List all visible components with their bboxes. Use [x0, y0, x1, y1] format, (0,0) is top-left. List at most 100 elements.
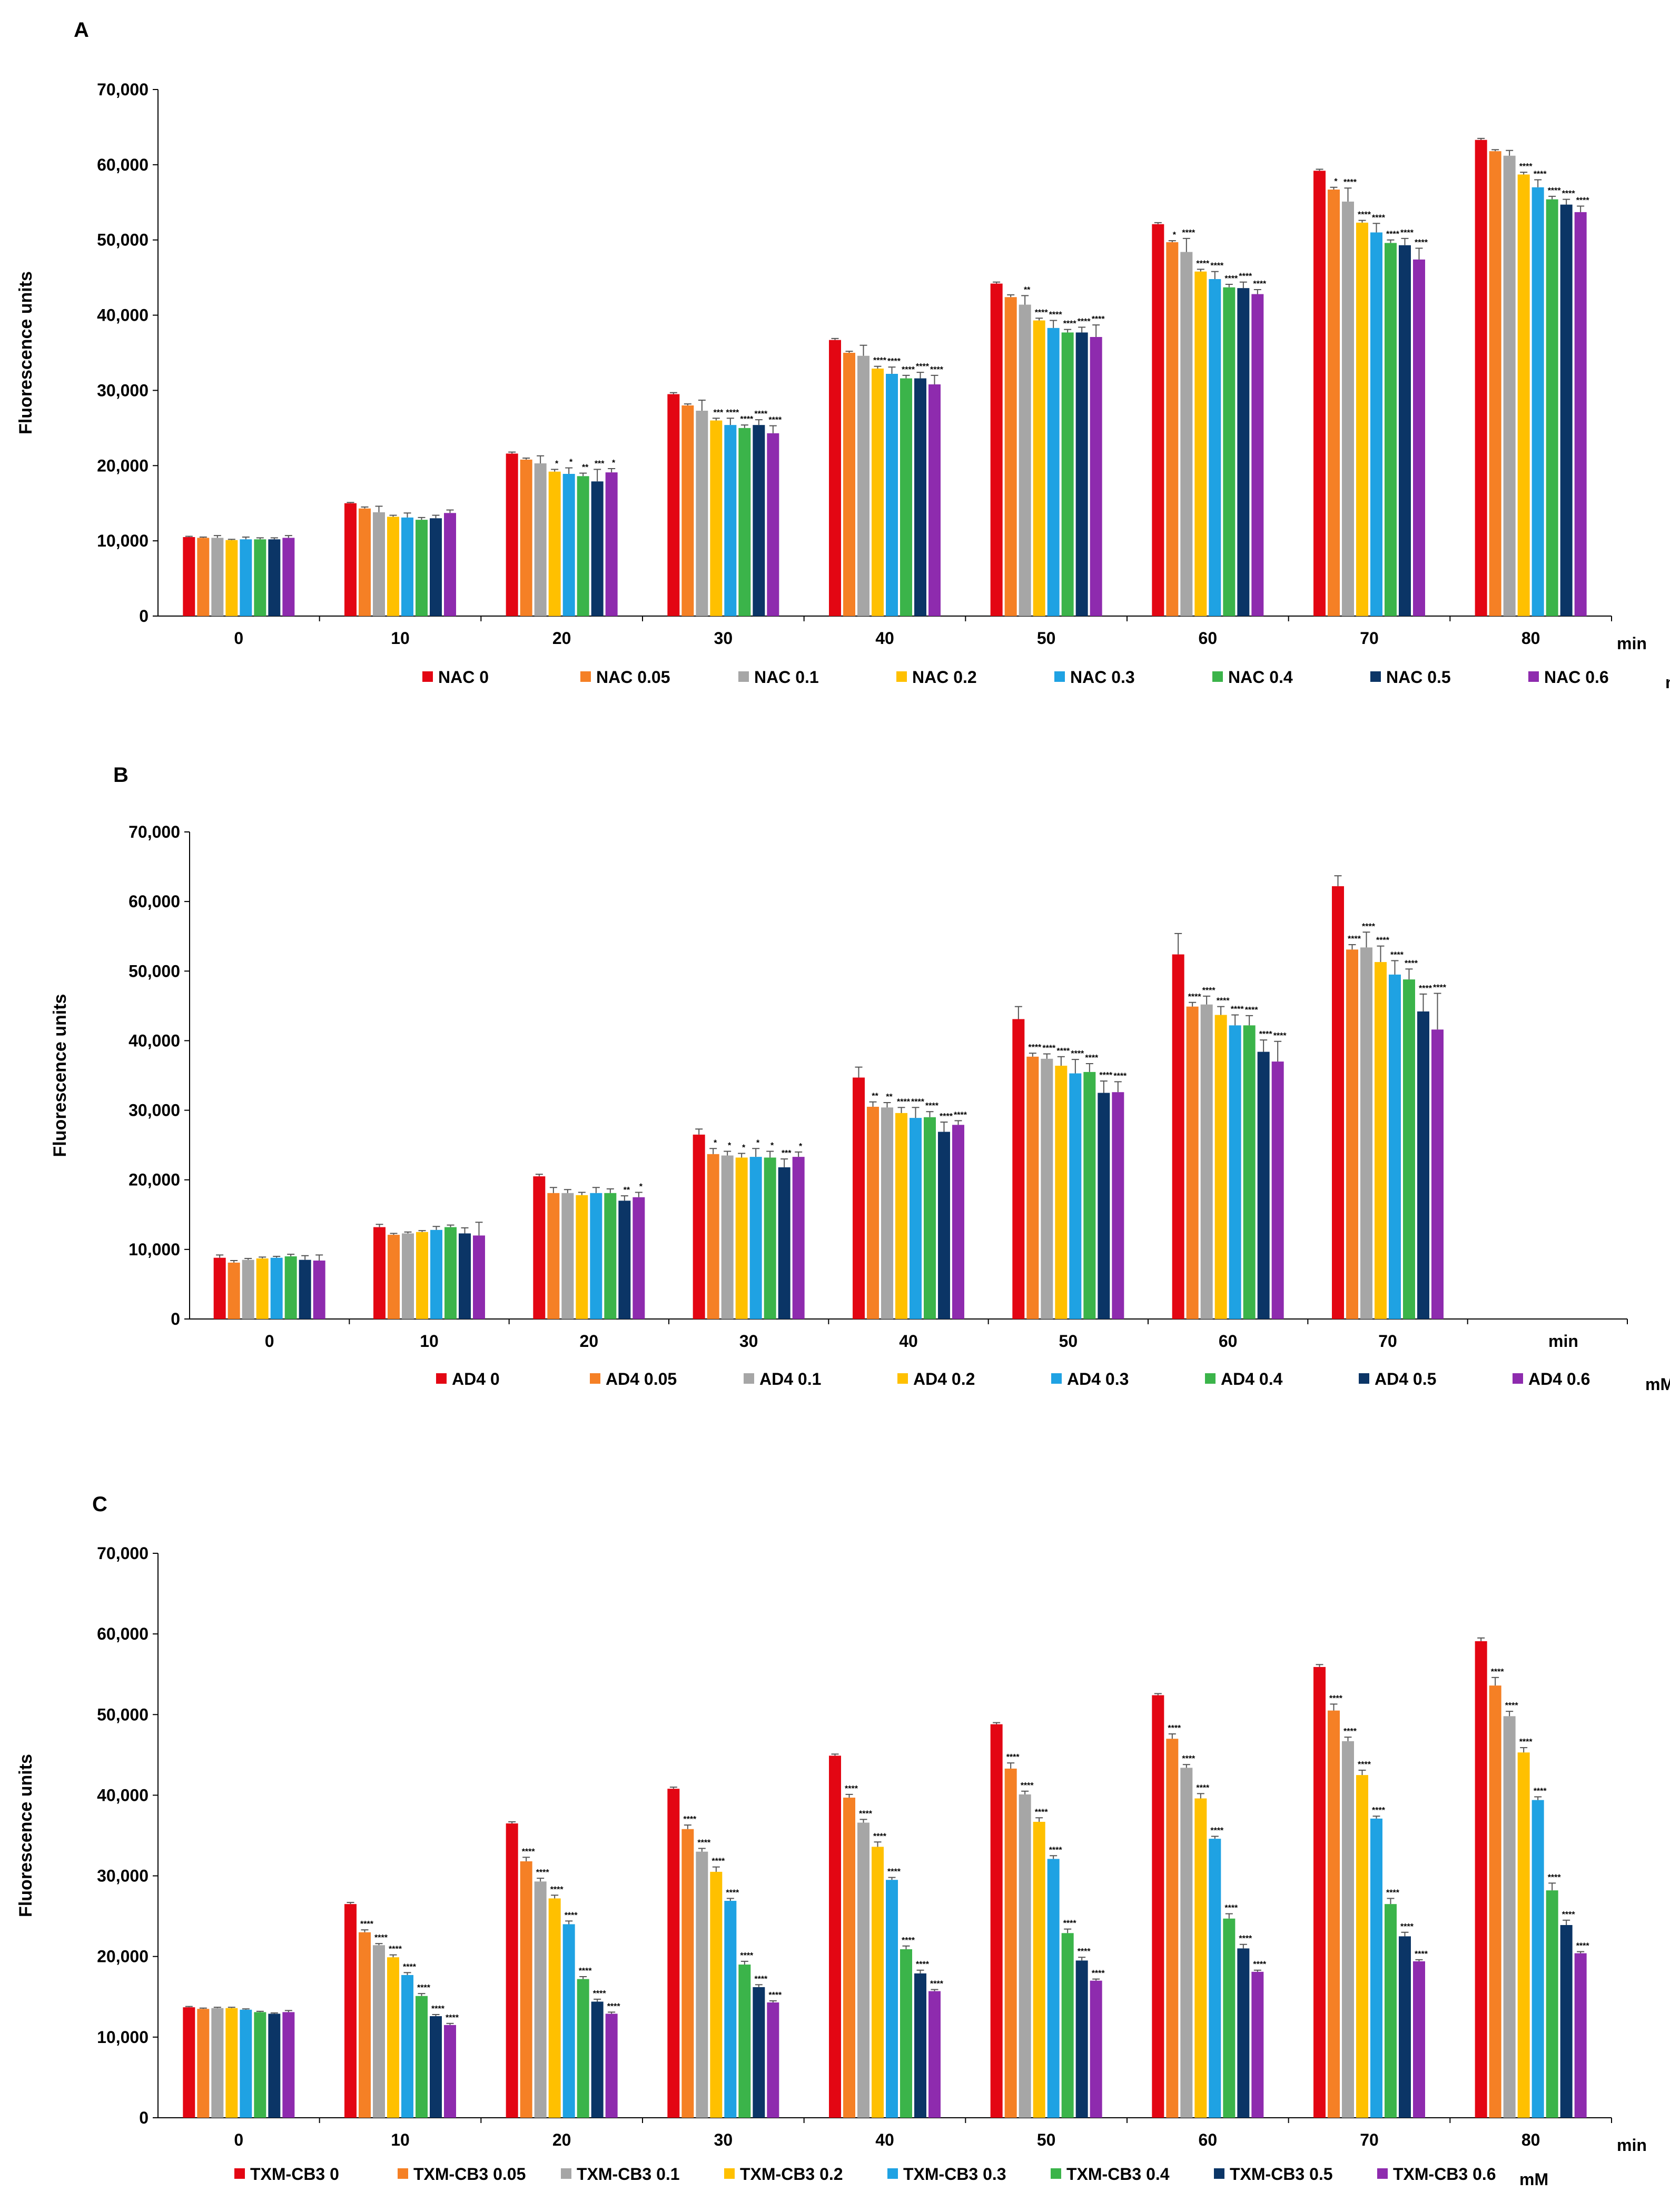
significance-label: **** — [1239, 1935, 1252, 1943]
bar — [1431, 1029, 1444, 1319]
legend-label: NAC 0.05 — [596, 668, 670, 687]
legend-swatch — [436, 1373, 447, 1384]
chart-panel-B: B Fluorescence units 0 10,000 20,000 30,000 40… — [50, 763, 1670, 1394]
bar — [1342, 1741, 1354, 2118]
bar — [225, 2008, 238, 2118]
bar — [792, 1157, 805, 1319]
x-tick-label: 50 — [1037, 629, 1056, 648]
bar — [1489, 1685, 1501, 2118]
panel-label: B — [113, 763, 129, 787]
significance-label: * — [756, 1138, 760, 1147]
legend-item: TXM-CB3 0.1 — [561, 2165, 680, 2184]
y-tick-label: 20,000 — [97, 456, 149, 475]
legend-label: TXM-CB3 0 — [250, 2165, 339, 2184]
bar — [416, 520, 428, 616]
legend-item: AD4 0.5 — [1359, 1370, 1436, 1388]
bar — [604, 1193, 617, 1319]
bar — [1413, 1961, 1425, 2118]
x-tick-label: 30 — [739, 1332, 758, 1351]
bar — [1346, 949, 1358, 1319]
significance-label: **** — [1253, 280, 1267, 289]
x-tick-label: 20 — [552, 629, 571, 648]
bar — [1223, 1918, 1236, 2118]
legend-label: AD4 0.5 — [1375, 1370, 1436, 1388]
significance-label: **** — [1224, 274, 1238, 283]
bar — [242, 1259, 254, 1319]
legend-swatch — [1054, 671, 1065, 682]
bar — [591, 2001, 604, 2118]
legend-item: AD4 0.3 — [1051, 1370, 1129, 1388]
legend-label: TXM-CB3 0.05 — [413, 2165, 526, 2184]
bar — [990, 1724, 1003, 2118]
significance-label: **** — [1085, 1054, 1099, 1063]
bar — [1194, 271, 1207, 616]
y-tick-label: 0 — [139, 607, 149, 626]
bar — [1389, 974, 1401, 1319]
legend-item: NAC 0.4 — [1212, 668, 1293, 687]
significance-label: **** — [1113, 1072, 1127, 1080]
bar — [373, 1945, 385, 2118]
legend-swatch — [561, 2168, 571, 2179]
bar — [359, 508, 371, 616]
significance-label: **** — [1415, 1950, 1428, 1959]
x-tick-label: 70 — [1360, 629, 1379, 648]
legend-swatch — [1377, 2168, 1388, 2179]
significance-label: **** — [1415, 238, 1428, 247]
bar — [534, 463, 547, 616]
significance-label: **** — [902, 1936, 915, 1945]
significance-label: ** — [886, 1093, 893, 1102]
significance-label: **** — [1035, 1808, 1049, 1817]
significance-label: **** — [1576, 1942, 1590, 1951]
bar — [225, 540, 238, 616]
legend: AD4 0 AD4 0.05 AD4 0.1 AD4 0.2 AD4 0.3 AD4 0.… — [436, 1370, 1670, 1394]
x-tick-label: 30 — [714, 2130, 733, 2149]
bar — [886, 374, 898, 616]
y-tick-label: 50,000 — [97, 1705, 149, 1724]
bar — [1012, 1019, 1025, 1319]
bar — [183, 2007, 195, 2118]
bar — [829, 1755, 841, 2118]
significance-label: **** — [1202, 986, 1216, 995]
bar — [1186, 1006, 1199, 1319]
y-tick-label: 40,000 — [129, 1031, 180, 1050]
bar — [211, 2008, 224, 2118]
y-tick-label: 20,000 — [97, 1947, 149, 1966]
legend-label: NAC 0.1 — [754, 668, 819, 687]
significance-label: **** — [768, 416, 782, 425]
legend-item: NAC 0.3 — [1054, 668, 1135, 687]
legend-swatch — [1205, 1373, 1216, 1384]
significance-label: **** — [1329, 1694, 1343, 1703]
significance-label: **** — [1210, 1827, 1224, 1836]
legend-swatch — [724, 2168, 735, 2179]
bar — [724, 425, 737, 616]
bar — [459, 1233, 471, 1319]
significance-label: **** — [1505, 1701, 1519, 1710]
bar — [767, 433, 779, 616]
significance-label: **** — [1534, 170, 1547, 178]
significance-label: **** — [873, 356, 887, 365]
significance-label: **** — [1386, 230, 1400, 239]
significance-label: **** — [1405, 959, 1418, 968]
bar — [197, 2009, 210, 2118]
bar — [268, 539, 281, 616]
bar — [240, 2009, 252, 2118]
bar — [753, 1987, 765, 2118]
bar — [282, 538, 295, 616]
bar — [576, 1195, 588, 1319]
significance-label: **** — [1358, 1760, 1371, 1769]
legend-label: NAC 0.2 — [912, 668, 977, 687]
legend-item: TXM-CB3 0.2 — [724, 2165, 843, 2184]
bar — [520, 459, 532, 616]
x-tick-label: 30 — [714, 629, 733, 648]
significance-label: **** — [1063, 1919, 1077, 1928]
x-tick-label: 40 — [875, 2130, 894, 2149]
significance-label: **** — [522, 1847, 536, 1856]
legend-label: AD4 0.05 — [606, 1370, 677, 1388]
legend-label: AD4 0.2 — [913, 1370, 975, 1388]
bar — [1370, 1818, 1382, 2118]
bar — [618, 1201, 631, 1319]
bar — [1166, 242, 1179, 616]
significance-label: **** — [859, 1809, 873, 1818]
significance-label: **** — [712, 1857, 725, 1866]
significance-label: ** — [624, 1186, 630, 1195]
